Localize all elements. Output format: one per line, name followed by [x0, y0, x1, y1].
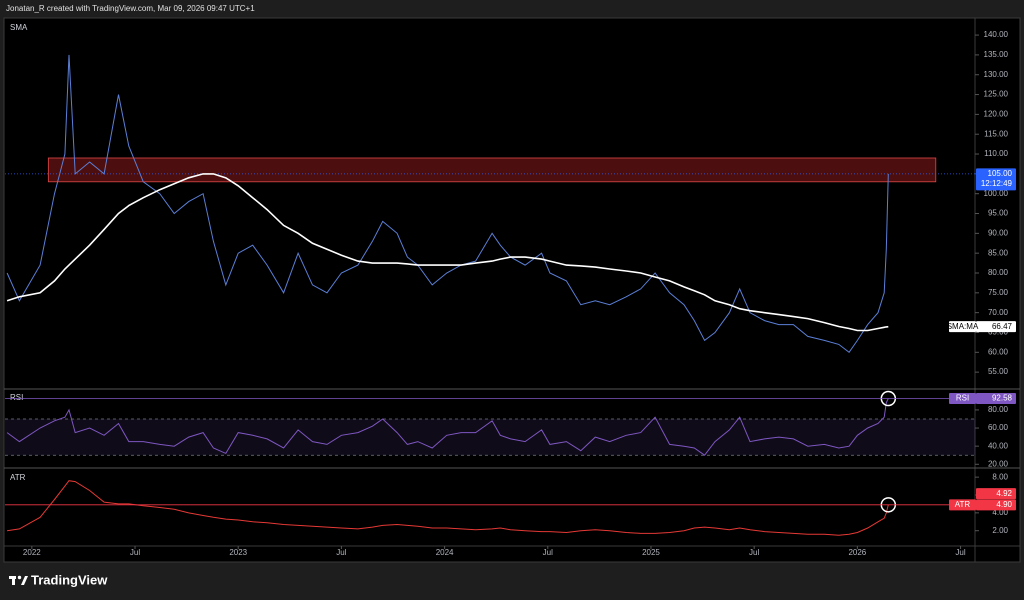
axis-badge [976, 321, 1016, 333]
axis-badge [976, 499, 1016, 511]
x-tick-label: Jul [130, 548, 140, 557]
y-tick-label: 70.00 [988, 308, 1009, 317]
logo-shape [12, 576, 15, 585]
logo-icon [9, 575, 28, 585]
axis-badge-name-box [949, 499, 976, 511]
x-tick-label: 2022 [23, 548, 41, 557]
x-tick-label: Jul [543, 548, 553, 557]
series-line [6, 398, 889, 456]
axis-badge-name: ATR [955, 500, 971, 509]
x-tick-label: Jul [955, 548, 965, 557]
axis-badge-label: 92.58 [992, 394, 1013, 403]
header-title: Jonatan_R created with TradingView.com, … [6, 4, 255, 13]
y-tick-label: 4.00 [992, 508, 1008, 517]
axis-badge-name-box [949, 321, 976, 333]
axis-badge-label: 105.00 [988, 169, 1013, 178]
axis-badge-name: RSI [956, 394, 969, 403]
axis-badge [976, 488, 1016, 500]
footer-logo: TradingView [31, 572, 108, 587]
y-tick-label: 85.00 [988, 248, 1009, 257]
y-tick-label: 100.00 [984, 189, 1009, 198]
logo-shape [21, 576, 28, 585]
y-tick-label: 60.00 [988, 423, 1009, 432]
y-tick-label: 40.00 [988, 441, 1009, 450]
axis-badge-name: SMA:MA [947, 322, 979, 331]
y-tick-label: 140.00 [984, 30, 1009, 39]
axis-badge-label: 4.90 [996, 500, 1012, 509]
countdown: 12:12:49 [981, 179, 1013, 188]
series-line [6, 54, 889, 354]
series-line [6, 173, 889, 332]
x-tick-label: Jul [336, 548, 346, 557]
y-tick-label: 115.00 [984, 129, 1008, 138]
axis-badge [976, 168, 1016, 191]
y-tick-label: 75.00 [988, 288, 1009, 297]
y-tick-label: 95.00 [988, 209, 1009, 218]
y-tick-label: 125.00 [984, 90, 1009, 99]
y-tick-label: 80.00 [988, 405, 1009, 414]
y-tick-label: 20.00 [988, 459, 1009, 468]
x-tick-label: 2025 [642, 548, 660, 557]
x-tick-label: 2024 [436, 548, 454, 557]
series-line [7, 480, 889, 536]
pane-title: RSI [10, 393, 23, 402]
x-tick-label: Jul [749, 548, 759, 557]
y-tick-label: 90.00 [988, 228, 1009, 237]
y-tick-label: 2.00 [992, 526, 1008, 535]
x-tick-label: 2023 [229, 548, 247, 557]
logo-shape [17, 575, 22, 580]
axis-badge [976, 393, 1016, 405]
axis-badge-name-box [949, 393, 976, 405]
y-tick-label: 8.00 [992, 472, 1008, 481]
y-tick-label: 135.00 [984, 50, 1009, 59]
x-tick-label: 2026 [848, 548, 866, 557]
y-tick-label: 130.00 [984, 70, 1009, 79]
pane-title: ATR [10, 473, 26, 482]
y-tick-label: 55.00 [988, 367, 1009, 376]
chart-area [3, 17, 1021, 563]
axis-badge-label: 66.47 [992, 322, 1013, 331]
pane-title: SMA [10, 23, 28, 32]
zone [47, 157, 937, 183]
y-tick-label: 60.00 [988, 347, 1009, 356]
y-tick-label: 80.00 [988, 268, 1009, 277]
band-fill [5, 418, 975, 456]
y-tick-label: 110.00 [984, 149, 1008, 158]
y-tick-label: 120.00 [984, 109, 1009, 118]
axis-badge-label: 4.92 [996, 489, 1012, 498]
